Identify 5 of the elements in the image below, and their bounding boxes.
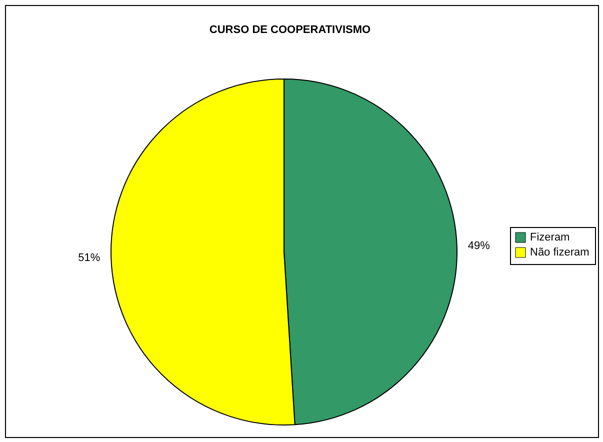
chart-title: CURSO DE COOPERATIVISMO bbox=[209, 24, 372, 36]
legend-label: Não fizeram bbox=[530, 246, 590, 258]
data-label: 51% bbox=[78, 252, 100, 264]
data-label: 49% bbox=[468, 240, 490, 252]
legend-label: Fizeram bbox=[530, 232, 570, 244]
